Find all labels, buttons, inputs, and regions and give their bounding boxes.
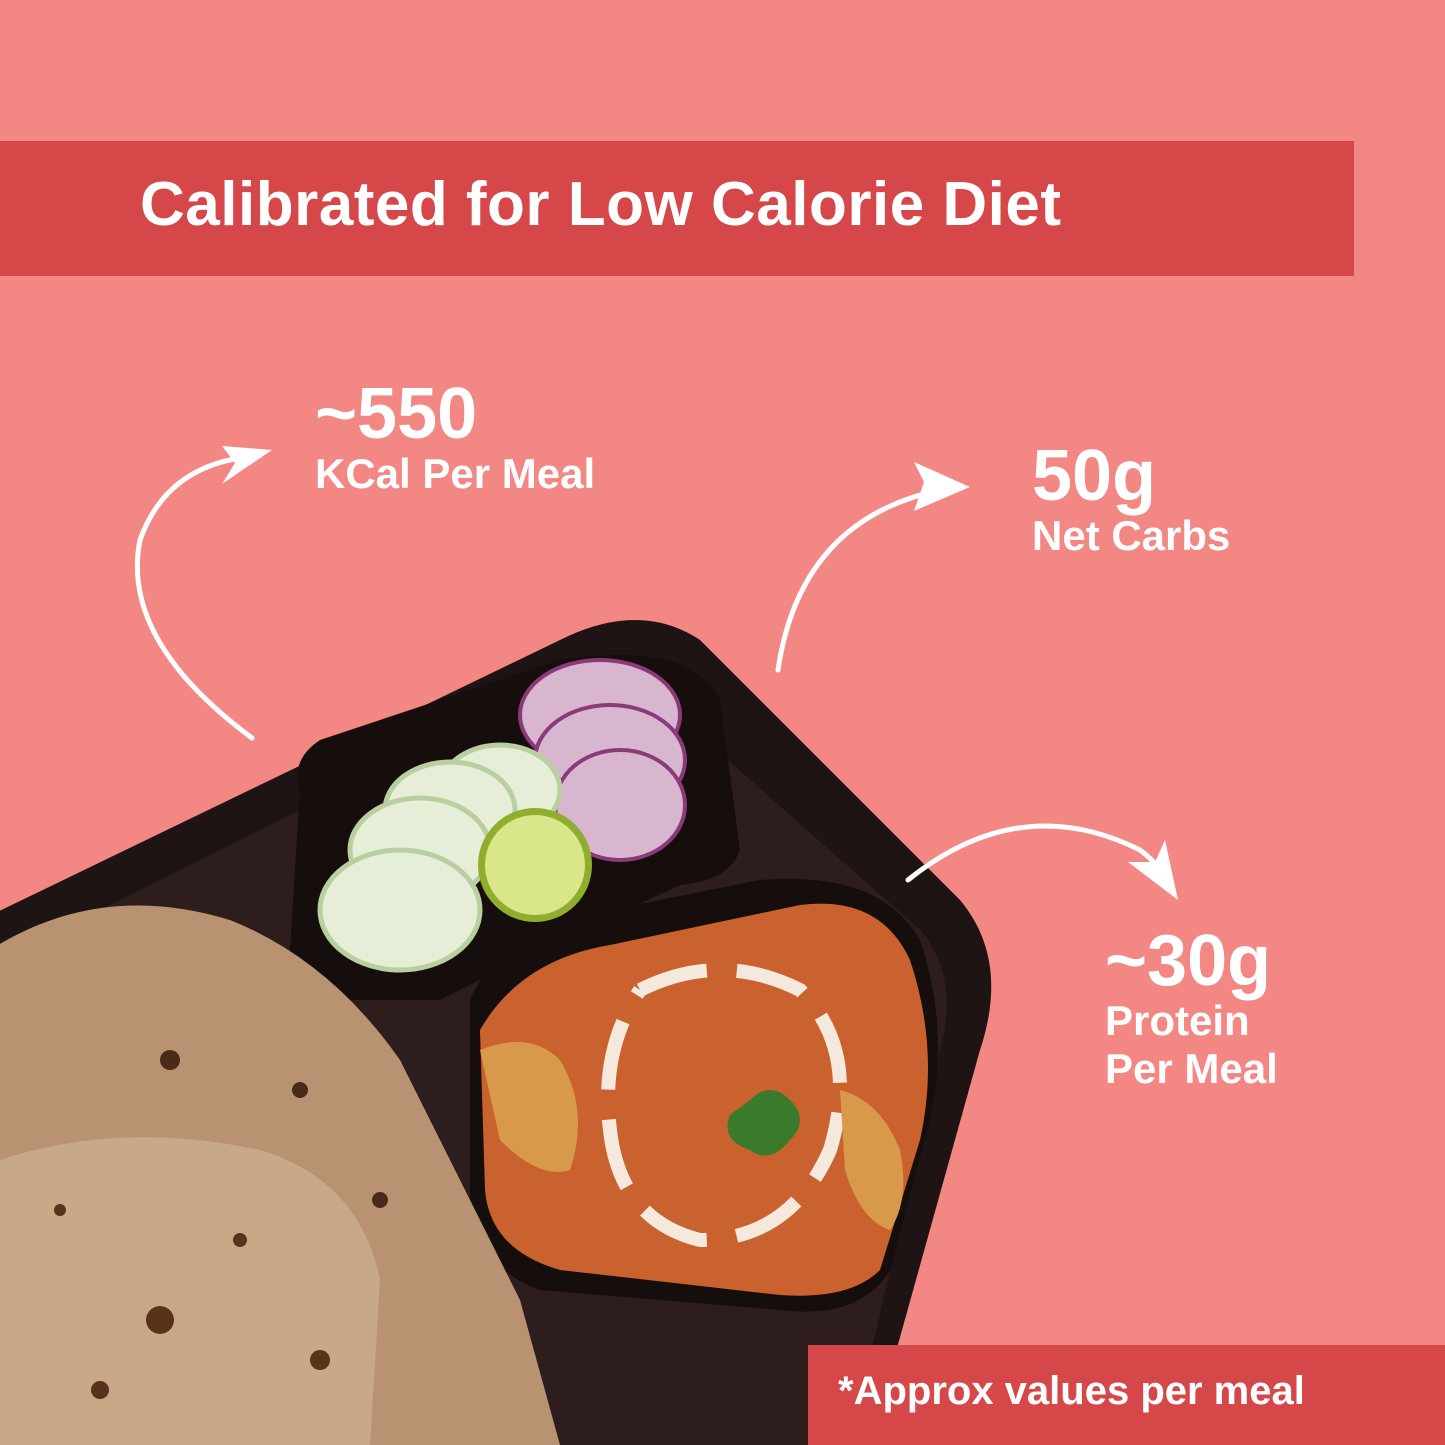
onion-slices-icon <box>518 658 687 862</box>
footnote-banner: *Approx values per meal <box>808 1345 1445 1445</box>
page-title: Calibrated for Low Calorie Diet <box>140 170 1062 239</box>
protein-label-line1: Protein <box>1105 997 1250 1044</box>
arrow-protein-head-icon <box>1128 840 1178 900</box>
protein-label-line2: Per Meal <box>1105 1045 1278 1093</box>
stat-net-carbs: 50g Net Carbs <box>1032 440 1230 560</box>
footnote-text: *Approx values per meal <box>838 1369 1305 1413</box>
carbs-label: Net Carbs <box>1032 512 1231 559</box>
cucumber-slices-icon <box>317 742 563 973</box>
arrow-protein-icon <box>905 823 1168 883</box>
roti-icon <box>0 905 560 1445</box>
stat-kcal: ~550 KCal Per Meal <box>315 378 595 498</box>
title-banner: Calibrated for Low Calorie Diet <box>0 141 1354 276</box>
kcal-value: ~550 <box>315 374 478 454</box>
arrow-carbs-icon <box>775 487 943 673</box>
curry-icon <box>480 903 928 1296</box>
carbs-value: 50g <box>1032 436 1157 516</box>
arrow-carbs-head-icon <box>914 462 970 511</box>
arrow-kcal-head-icon <box>222 446 272 484</box>
protein-value: ~30g <box>1105 921 1272 1001</box>
lime-icon <box>478 808 592 922</box>
kcal-label: KCal Per Meal <box>315 450 596 497</box>
stat-protein: ~30g Protein Per Meal <box>1105 925 1278 1094</box>
arrow-kcal-icon <box>134 455 255 741</box>
